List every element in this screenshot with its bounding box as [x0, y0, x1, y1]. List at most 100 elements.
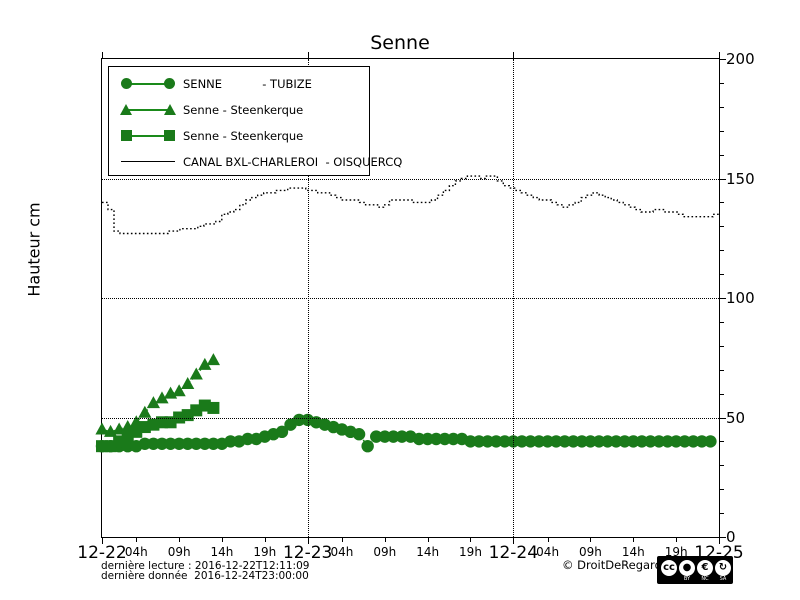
data-point-tri [189, 367, 203, 380]
y-tick-mark [720, 178, 726, 180]
y-tick-label: 100 [726, 289, 755, 307]
data-point-circle [592, 435, 606, 448]
y-tick-label: 150 [726, 169, 755, 188]
y-tick-minor [720, 441, 724, 443]
cc-nc-label: NC [701, 576, 709, 582]
legend-marker-square [117, 123, 179, 149]
x-tick-label-major: 12-23 [282, 543, 333, 563]
y-tick-minor [720, 369, 724, 371]
legend-label-canal: CANAL BXL-CHARLEROI - OISQUERCQ [183, 155, 403, 169]
y-tick-mark [720, 298, 726, 299]
y-tick-minor [720, 345, 724, 347]
data-point-circle [352, 428, 366, 441]
copyright-credit: © DroitDeRegard.be [562, 558, 680, 572]
data-point-circle [627, 435, 640, 448]
data-point-circle [138, 437, 152, 450]
legend-label-steenkerque-triangle: Senne - Steenkerque [183, 103, 304, 117]
data-point-circle [661, 435, 674, 448]
x-tick-label-major: 12-22 [77, 543, 127, 563]
x-tick-mark [307, 538, 309, 544]
data-point-circle [687, 435, 700, 448]
data-point-circle [567, 435, 580, 448]
legend-marker-circle [117, 71, 179, 97]
x-tick-minor [341, 538, 343, 542]
data-point-circle [147, 437, 160, 450]
data-point-circle [472, 435, 486, 448]
y-axis-label: Hauteur cm [24, 202, 44, 297]
x-tick-minor [179, 538, 181, 542]
x-tick-mark [719, 538, 720, 544]
data-point-circle [669, 435, 683, 448]
x-tick-label-minor: 14h [210, 545, 234, 559]
x-tick-minor [221, 538, 223, 542]
legend-entry-steenkerque-triangle: Senne - Steenkerque [109, 97, 369, 123]
data-point-circle [224, 435, 237, 448]
x-tick-minor [384, 538, 386, 542]
data-point-circle [575, 435, 589, 448]
data-point-circle [704, 435, 717, 448]
data-point-circle [447, 432, 460, 446]
x-tick-mark-top [307, 52, 309, 58]
data-point-circle [412, 432, 426, 446]
cc-nc-icon: € [697, 560, 713, 576]
x-tick-mark-top [102, 52, 103, 58]
data-point-circle [387, 430, 400, 443]
data-point-circle [164, 437, 177, 450]
x-tick-minor [547, 538, 549, 542]
cc-icon: cc [661, 560, 677, 576]
x-tick-label-minor: 19h [253, 545, 277, 559]
x-tick-mark [513, 538, 515, 544]
gridline-horizontal [102, 178, 719, 180]
x-tick-label-minor: 19h [664, 545, 688, 559]
data-point-circle [181, 437, 194, 450]
y-tick-minor [720, 82, 724, 84]
x-tick-label-minor: 09h [579, 545, 602, 559]
data-point-circle [395, 430, 409, 443]
y-tick-label: 0 [726, 528, 736, 546]
x-tick-minor [264, 538, 266, 542]
creative-commons-badge[interactable]: cc ● BY € NC ↻ SA [657, 556, 733, 584]
data-point-tri [155, 391, 169, 404]
y-tick-minor [720, 465, 724, 467]
legend-entry-canal: CANAL BXL-CHARLEROI - OISQUERCQ [109, 149, 402, 175]
y-tick-minor [720, 489, 724, 491]
data-point-tri [95, 422, 109, 435]
cc-sa-label: SA [719, 576, 727, 582]
y-tick-label: 50 [726, 408, 746, 427]
data-point-tri [206, 353, 221, 366]
legend-marker-triangle [117, 97, 179, 123]
x-tick-minor [427, 538, 429, 542]
footer-derniere-lecture: dernière lecture : 2016-12-22T12:11:09 [101, 560, 310, 572]
y-tick-minor [720, 202, 724, 204]
y-tick-mark [720, 537, 726, 538]
chart-title: Senne [370, 32, 430, 54]
footer-derniere-donnee: dernière donnée 2016-12-24T23:00:00 [101, 570, 309, 582]
y-tick-minor [720, 513, 724, 515]
x-tick-label-minor: 09h [167, 545, 191, 559]
data-point-circle [652, 435, 666, 448]
data-point-square [207, 401, 220, 414]
y-tick-minor [720, 321, 724, 323]
data-point-circle [635, 435, 649, 448]
data-point-circle [695, 435, 709, 448]
data-point-tri [138, 405, 152, 418]
data-point-circle [378, 430, 391, 443]
data-point-circle [438, 432, 451, 446]
y-tick-minor [720, 393, 724, 395]
x-tick-label-major: 12-24 [488, 543, 539, 563]
plot-area [95, 58, 720, 538]
data-point-circle [515, 435, 529, 448]
y-tick-minor [720, 250, 724, 252]
cc-by-icon: ● [679, 560, 695, 576]
legend-entry-tubize: SENNE - TUBIZE [109, 71, 369, 97]
data-point-circle [172, 437, 186, 450]
data-point-circle [275, 425, 289, 439]
legend-label-steenkerque-square: Senne - Steenkerque [183, 129, 304, 143]
data-point-circle [644, 435, 657, 448]
legend-label-tubize: SENNE - TUBIZE [183, 77, 312, 91]
x-tick-minor [470, 538, 472, 542]
x-tick-minor [633, 538, 635, 542]
gridline-vertical [307, 59, 309, 537]
data-point-circle [678, 435, 691, 448]
x-tick-label-minor: 09h [373, 545, 397, 559]
